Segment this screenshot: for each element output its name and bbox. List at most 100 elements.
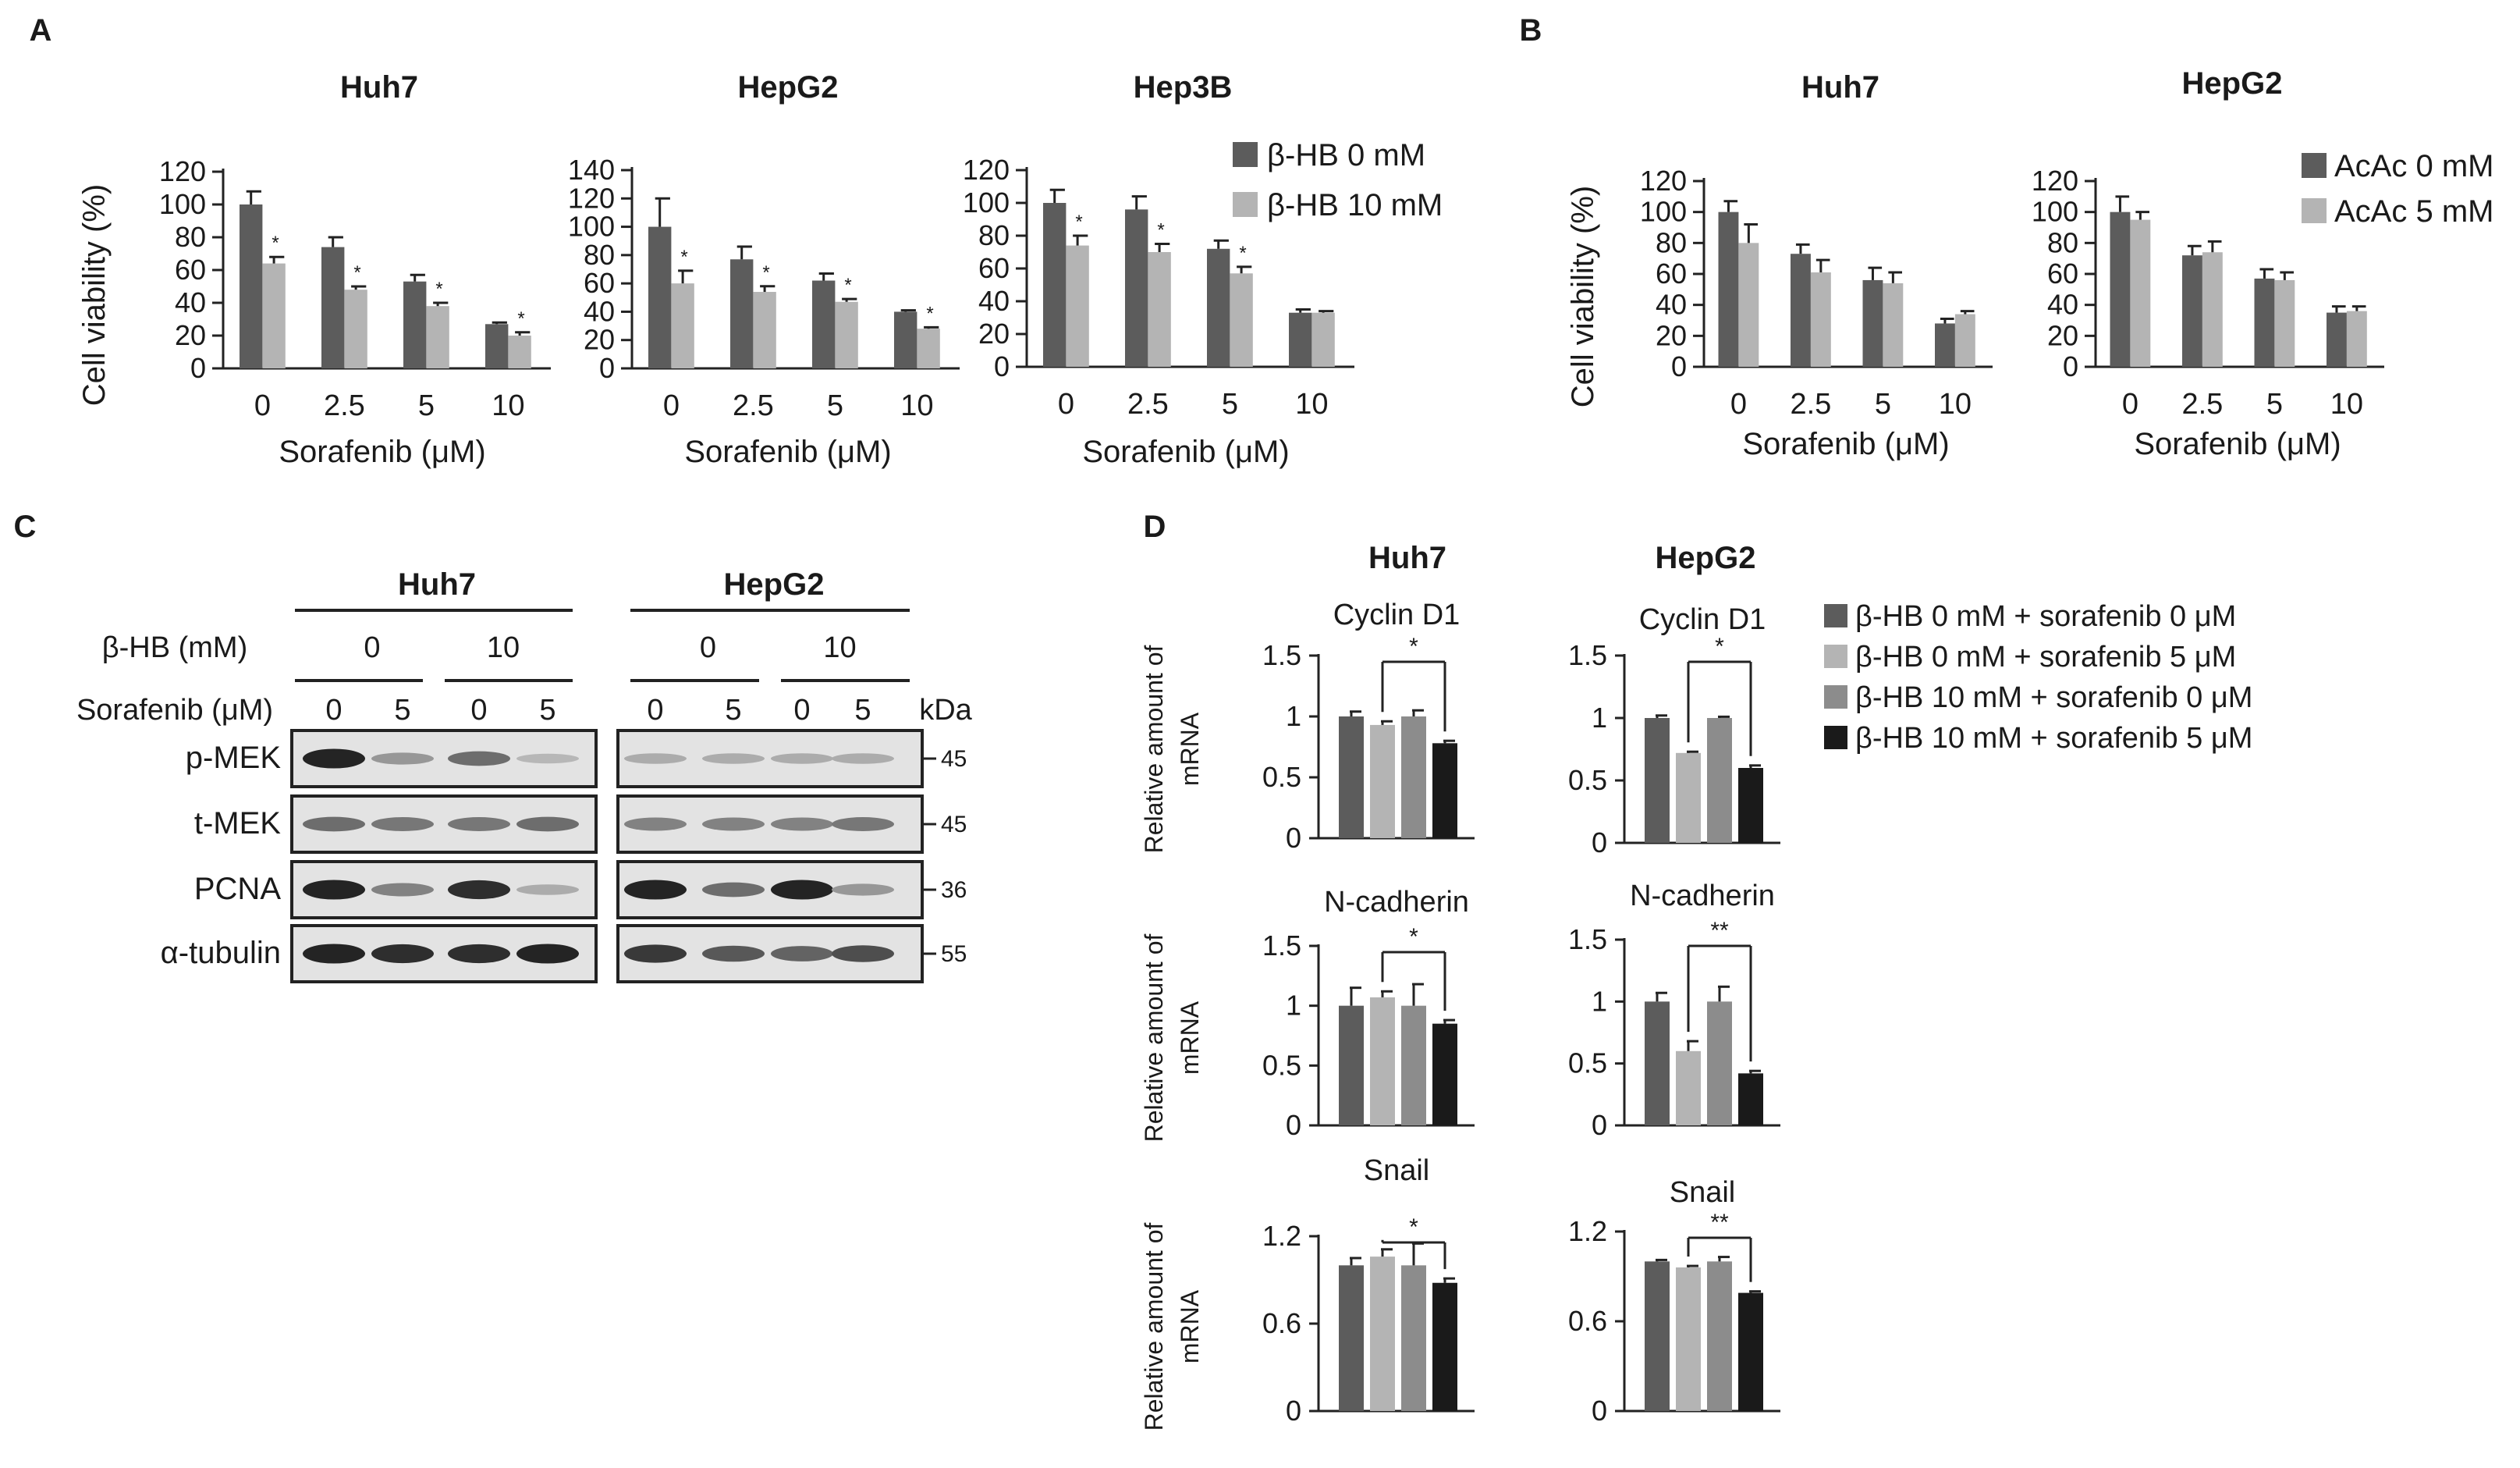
a-huh7-sig-star: * [272,233,279,254]
b-hepg2-x-tick-label: 2.5 [2181,388,2223,421]
d-hepg2-cyclind1-bar [1738,768,1763,843]
blot-band [832,883,894,896]
d-hepg2-snail-y-tick-label: 1.2 [1568,1215,1607,1247]
b-huh7-y-tick-label: 0 [1671,350,1687,382]
d-huh7-ncadherin-bar [1339,1005,1364,1125]
blot-bhb-value: 0 [364,631,380,664]
blot-band [448,817,510,831]
d-huh7-snail-y-tick-label: 1.2 [1262,1220,1301,1252]
blot-sorafenib-value: 5 [539,694,555,727]
a-hep3b-bar [1066,245,1089,367]
legend-b-label: AcAc 5 mM [2334,194,2493,229]
d-huh7-ncadherin-y-tick-label: 0 [1286,1109,1301,1141]
blot-band [702,945,765,962]
blot-bhb-value: 10 [487,631,520,664]
a-hep3b-bar [1043,203,1067,367]
a-hep3b-x-tick-label: 2.5 [1127,388,1169,421]
blot-band [371,752,434,765]
b-huh7-bar [1935,323,1955,367]
a-huh7-title: Huh7 [340,70,418,105]
a-hep3b-x-tick-label: 0 [1058,388,1074,421]
a-huh7-bar [508,336,531,368]
d-hepg2-cyclind1-bar [1645,718,1670,843]
a-hepg2-x-tick-label: 10 [900,389,933,422]
d-hepg2-ncadherin-bar [1707,1001,1732,1125]
a-huh7-y-tick-label: 0 [190,352,206,384]
b-huh7-y-tick-label: 40 [1656,289,1687,321]
b-hepg2-y-tick-label: 60 [2047,258,2078,290]
blot-group-huh7: Huh7 [398,567,476,602]
a-hepg2-sig-star: * [844,275,851,296]
blot-band [624,817,687,831]
d-hepg2-cyclind1-sig-star: * [1715,634,1724,659]
b-huh7-y-tick-label: 20 [1656,319,1687,351]
a-hepg2-bar [648,226,672,368]
a-hepg2-y-tick-label: 60 [584,267,615,299]
d-hepg2-ncadherin-title: N-cadherin [1630,880,1775,912]
b-huh7-y-tick-label: 120 [1640,165,1687,197]
a-hepg2-bar [894,311,917,368]
legend-b-swatch [2302,153,2327,178]
blot-band [624,944,687,963]
a-hepg2-bar [753,292,776,368]
blot-bhb-label: β-HB (mM) [102,631,247,664]
d-title-huh7: Huh7 [1368,541,1446,575]
d-huh7-snail-title: Snail [1364,1154,1430,1187]
a-hep3b-bar [1148,252,1171,367]
blot-row-label: α-tubulin [161,936,281,970]
d-hepg2-cyclind1-y-tick-label: 1 [1592,702,1607,734]
blot-band [303,880,365,900]
b-y-axis-label: Cell viability (%) [1566,186,1600,408]
d-hepg2-ncadherin-sig-star: ** [1710,918,1729,944]
legend-d-swatch [1824,685,1847,709]
d-hepg2-ncadherin-bar [1645,1001,1670,1125]
legend-d-swatch [1824,726,1847,749]
d-hepg2-cyclind1-y-tick-label: 1.5 [1568,639,1607,671]
blot-sorafenib-value: 0 [647,694,663,727]
d-huh7-snail-sig-star: * [1409,1214,1418,1240]
panel-b-label: B [1520,13,1542,48]
a-y-axis-label: Cell viability (%) [77,184,112,407]
b-hepg2-bar [2274,279,2295,367]
blot-sorafenib-value: 5 [854,694,871,727]
blot-band [516,884,579,895]
a-hepg2-x-tick-label: 2.5 [733,389,774,422]
blot-band [448,880,510,900]
blot-band [771,946,833,961]
a-huh7-bar [403,281,427,368]
d-hepg2-cyclind1-y-tick-label: 0.5 [1568,764,1607,796]
blot-kda-label: kDa [919,694,972,727]
d-huh7-snail-bar [1339,1265,1364,1411]
a-huh7-y-tick-label: 80 [175,221,206,253]
b-huh7-x-tick-label: 2.5 [1790,388,1831,421]
d-y-axis-label: mRNA [1176,1001,1204,1075]
d-huh7-cyclind1-sig-star: * [1409,634,1418,659]
blot-band [832,817,894,831]
blot-band [516,944,579,964]
b-huh7-x-tick-label: 0 [1730,388,1747,421]
legend-b-label: AcAc 0 mM [2334,149,2493,183]
a-huh7-bar [426,306,449,368]
a-huh7-bar [344,290,367,368]
b-huh7-y-tick-label: 80 [1656,226,1687,258]
d-hepg2-cyclind1-bar [1676,752,1701,843]
d-huh7-ncadherin-bar [1432,1023,1457,1125]
b-huh7-y-tick-label: 60 [1656,258,1687,290]
b-hepg2-y-tick-label: 20 [2047,319,2078,351]
blot-band [371,944,434,964]
a-huh7-x-tick-label: 2.5 [324,389,365,422]
d-y-axis-label: mRNA [1176,1289,1204,1363]
a-huh7-y-tick-label: 120 [159,155,206,187]
blot-band [371,817,434,831]
blot-sorafenib-value: 5 [394,694,410,727]
a-hepg2-y-tick-label: 100 [568,211,615,243]
blot-sorafenib-value: 0 [793,694,810,727]
panel-a-label: A [30,13,52,48]
b-huh7-bar [1883,283,1904,367]
b-hepg2-x-tick-label: 10 [2330,388,2363,421]
a-hepg2-sig-star: * [762,262,769,283]
a-hep3b-bar [1125,209,1148,367]
a-hep3b-sig-star: * [1239,243,1246,264]
a-huh7-x-tick-label: 10 [492,389,524,422]
a-hep3b-y-tick-label: 20 [978,318,1010,350]
